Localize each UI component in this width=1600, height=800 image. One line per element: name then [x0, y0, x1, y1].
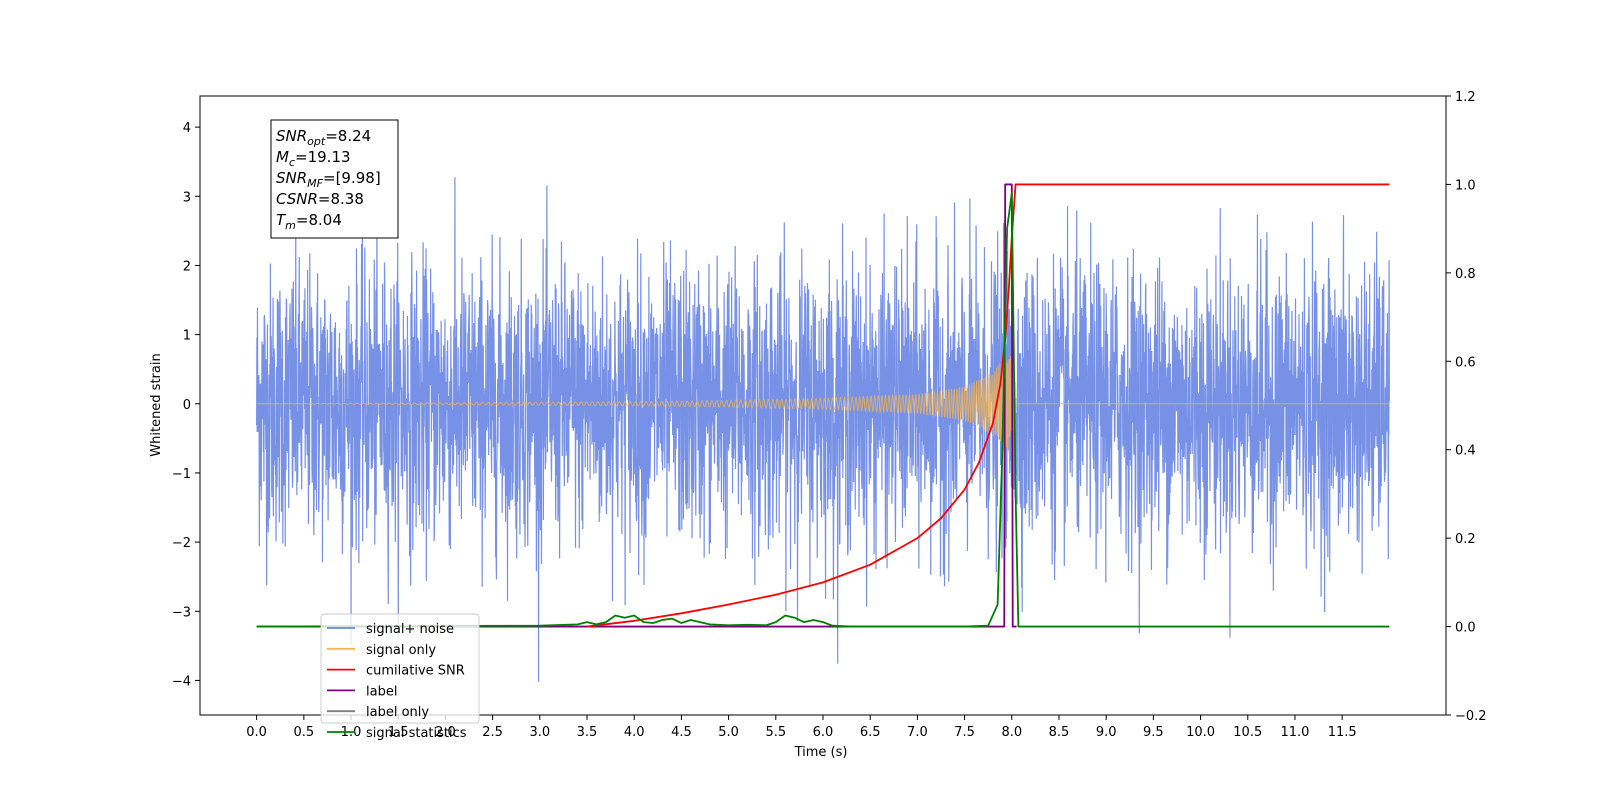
legend-item: label only [366, 705, 429, 720]
x-tick-label: 1.5 [388, 725, 409, 740]
x-axis-label: Time (s) [794, 745, 848, 760]
info-box: SNRopt=8.24Mc=19.13SNRMF=[9.98]CSNR=8.38… [270, 119, 399, 239]
y-axis-right: 1.2 1.0 0.8 0.6 0.4 0.2 0.0 −0.2 [1446, 90, 1487, 724]
legend-item: label [366, 684, 397, 699]
x-tick-label: 5.0 [718, 725, 739, 740]
x-tick-label: 0.5 [293, 725, 314, 740]
x-tick-label: 11.5 [1328, 725, 1357, 740]
info-line: SNRopt=8.24 [276, 127, 371, 148]
x-tick-label: 10.0 [1186, 725, 1215, 740]
info-line: Tm=8.04 [276, 211, 342, 232]
x-tick-label: 2.0 [435, 725, 456, 740]
series-signal-only [256, 356, 1390, 454]
y-tick-label: −2 [172, 536, 191, 551]
legend-item: cumilative SNR [366, 664, 465, 679]
legend-item: signal+ noise [366, 622, 454, 637]
y2-tick-label: 0.2 [1455, 532, 1476, 547]
x-tick-label: 6.5 [860, 725, 881, 740]
x-tick-label: 10.5 [1233, 725, 1262, 740]
x-tick-label: 9.5 [1143, 725, 1164, 740]
y2-tick-label: 0.0 [1455, 621, 1476, 636]
x-tick-label: 6.0 [813, 725, 834, 740]
info-line: Mc=19.13 [276, 148, 351, 169]
info-box-frame [270, 119, 399, 239]
y2-tick-label: 0.8 [1455, 267, 1476, 282]
x-tick-label: 8.5 [1049, 725, 1070, 740]
y-tick-label: 2 [183, 259, 191, 274]
plot-area [256, 177, 1390, 682]
y-tick-label: −1 [172, 467, 191, 482]
y-tick-label: −4 [172, 674, 191, 689]
info-line: CSNR=8.38 [276, 190, 364, 208]
x-axis: 0.0 0.5 1.0 1.5 2.0 2.5 3.0 3.5 4.0 4.5 5.0 5.5 6.0 6… [246, 715, 1357, 740]
y2-tick-label: 0.4 [1455, 444, 1476, 459]
series-signal-statistics [256, 192, 1390, 628]
y-tick-label: 4 [183, 121, 191, 136]
x-tick-label: 5.5 [765, 725, 786, 740]
x-tick-label: 0.0 [246, 725, 267, 740]
x-tick-label: 8.0 [1001, 725, 1022, 740]
x-tick-label: 9.0 [1096, 725, 1117, 740]
x-tick-label: 7.5 [954, 725, 975, 740]
x-tick-label: 11.0 [1280, 725, 1309, 740]
x-tick-label: 4.5 [671, 725, 692, 740]
y2-tick-label: 0.6 [1455, 355, 1476, 370]
y-tick-label: 0 [183, 398, 191, 413]
y-tick-label: 3 [183, 190, 191, 205]
y-tick-label: −3 [172, 605, 191, 620]
legend: signal+ noise signal only cumilative SNR la… [320, 613, 480, 741]
series-signal-noise [256, 177, 1390, 682]
x-tick-label: 7.0 [907, 725, 928, 740]
x-tick-label: 2.5 [482, 725, 503, 740]
x-tick-label: 3.0 [529, 725, 550, 740]
x-tick-label: 4.0 [624, 725, 645, 740]
y-axis-left: 4 3 2 1 0 −1 −2 −3 −4 [172, 121, 200, 689]
y2-tick-label: 1.0 [1455, 178, 1476, 193]
legend-item: signal only [366, 643, 436, 658]
y-axis-label: Whitened strain [149, 353, 164, 456]
legend-item: signal statistics [366, 726, 467, 741]
legend-frame [320, 613, 480, 724]
y2-tick-label: −0.2 [1455, 709, 1487, 724]
y-tick-label: 1 [183, 329, 191, 344]
x-tick-label: 3.5 [577, 725, 598, 740]
series-cumulative-snr [586, 183, 1390, 628]
y2-tick-label: 1.2 [1455, 90, 1476, 105]
info-line: SNRMF=[9.98] [276, 169, 381, 190]
